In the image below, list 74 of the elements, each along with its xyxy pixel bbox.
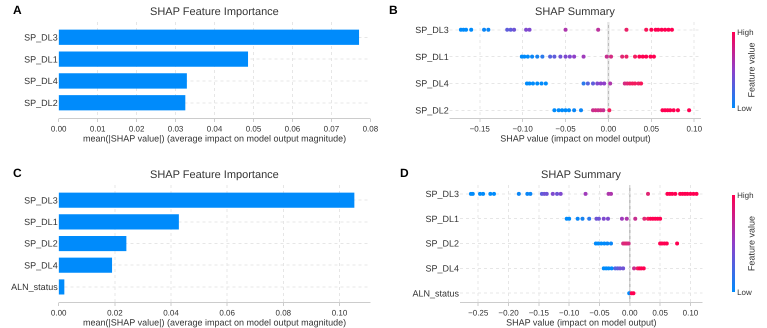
y-tick-label: SP_DL1 xyxy=(24,217,58,227)
x-tick-label: −0.05 xyxy=(589,308,610,318)
text: B xyxy=(389,3,398,17)
x-axis-title: SHAP value (impact on model output) xyxy=(500,134,651,144)
y-tick-label: SP_DL2 xyxy=(415,105,449,116)
x-tick-label: 0.06 xyxy=(284,124,301,134)
bar xyxy=(58,73,187,89)
x-tick-label: −0.10 xyxy=(559,308,580,318)
bar xyxy=(58,214,179,230)
color-bar-title: Feature value xyxy=(746,216,756,272)
x-tick-label: 0.02 xyxy=(107,308,124,318)
color-bar-title: Feature value xyxy=(746,42,756,98)
y-tick-label: SP_DL3 xyxy=(24,32,58,42)
text: High xyxy=(737,190,754,200)
x-tick-label: 0.00 xyxy=(600,124,617,134)
x-tick-label: −0.10 xyxy=(512,124,534,134)
bar xyxy=(58,95,186,110)
text: Low xyxy=(737,104,752,113)
text: Low xyxy=(737,288,752,297)
y-tick-label: SP_DL1 xyxy=(415,52,449,62)
bar xyxy=(58,30,360,45)
x-tick-label: 0.05 xyxy=(246,124,262,134)
text: High xyxy=(737,28,754,37)
bar xyxy=(58,279,64,294)
x-tick-label: −0.15 xyxy=(528,308,550,318)
x-tick-label: 0.05 xyxy=(652,308,668,318)
y-tick-label: SP_DL3 xyxy=(425,188,460,199)
x-tick-label: 0.05 xyxy=(644,124,660,134)
y-tick-label: SP_DL4 xyxy=(415,78,449,89)
chart-title: SHAP Summary xyxy=(535,6,616,18)
y-tick-label: SP_DL3 xyxy=(415,24,449,35)
x-tick-label: 0.02 xyxy=(128,124,145,134)
y-tick-label: SP_DL2 xyxy=(24,238,58,249)
text: D xyxy=(400,166,409,180)
chart-title: SHAP Feature Importance xyxy=(150,169,279,181)
x-tick-label: 0.08 xyxy=(276,308,292,318)
y-tick-label: ALN_status xyxy=(11,282,58,292)
x-tick-label: −0.05 xyxy=(555,124,576,134)
y-tick-label: SP_DL4 xyxy=(425,264,460,274)
x-axis-title: SHAP value (impact on model output) xyxy=(506,318,657,328)
text: C xyxy=(13,166,22,180)
x-axis-title: mean(|SHAP value|) (average impact on model output magnitude) xyxy=(82,134,346,144)
x-tick-label: 0.00 xyxy=(50,124,68,134)
y-tick-label: SP_DL2 xyxy=(425,238,460,249)
bar xyxy=(58,51,248,67)
chart-title: SHAP Feature Importance xyxy=(150,6,279,18)
x-tick-label: −0.25 xyxy=(468,308,489,318)
x-tick-label: 0.00 xyxy=(50,308,68,318)
y-tick-label: SP_DL1 xyxy=(24,54,58,64)
y-tick-label: SP_DL4 xyxy=(24,76,58,86)
x-tick-label: 0.01 xyxy=(90,124,106,134)
y-tick-label: SP_DL3 xyxy=(24,195,58,206)
x-tick-label: 0.10 xyxy=(686,124,703,134)
x-tick-label: 0.06 xyxy=(219,308,236,318)
x-tick-label: −0.20 xyxy=(498,308,520,318)
y-tick-label: ALN_status xyxy=(412,288,460,298)
x-axis-title: mean(|SHAP value|) (average impact on model output magnitude) xyxy=(82,318,346,328)
y-tick-label: SP_DL2 xyxy=(24,98,58,108)
y-tick-label: SP_DL1 xyxy=(425,214,460,224)
x-tick-label: 0.10 xyxy=(332,308,348,318)
x-tick-label: 0.10 xyxy=(682,308,699,318)
x-tick-label: 0.04 xyxy=(206,124,223,134)
bar xyxy=(58,192,354,208)
y-tick-label: SP_DL4 xyxy=(24,260,58,270)
x-tick-label: 0.04 xyxy=(163,308,180,318)
chart-title: SHAP Summary xyxy=(541,169,622,181)
bar xyxy=(58,258,112,273)
text: A xyxy=(13,3,22,17)
x-tick-label: 0.08 xyxy=(362,124,379,134)
x-tick-label: −0.15 xyxy=(470,124,490,134)
x-tick-label: 0.03 xyxy=(168,124,184,134)
x-tick-label: 0.07 xyxy=(324,124,340,134)
x-tick-label: 0.00 xyxy=(622,308,638,318)
bar xyxy=(58,236,126,252)
